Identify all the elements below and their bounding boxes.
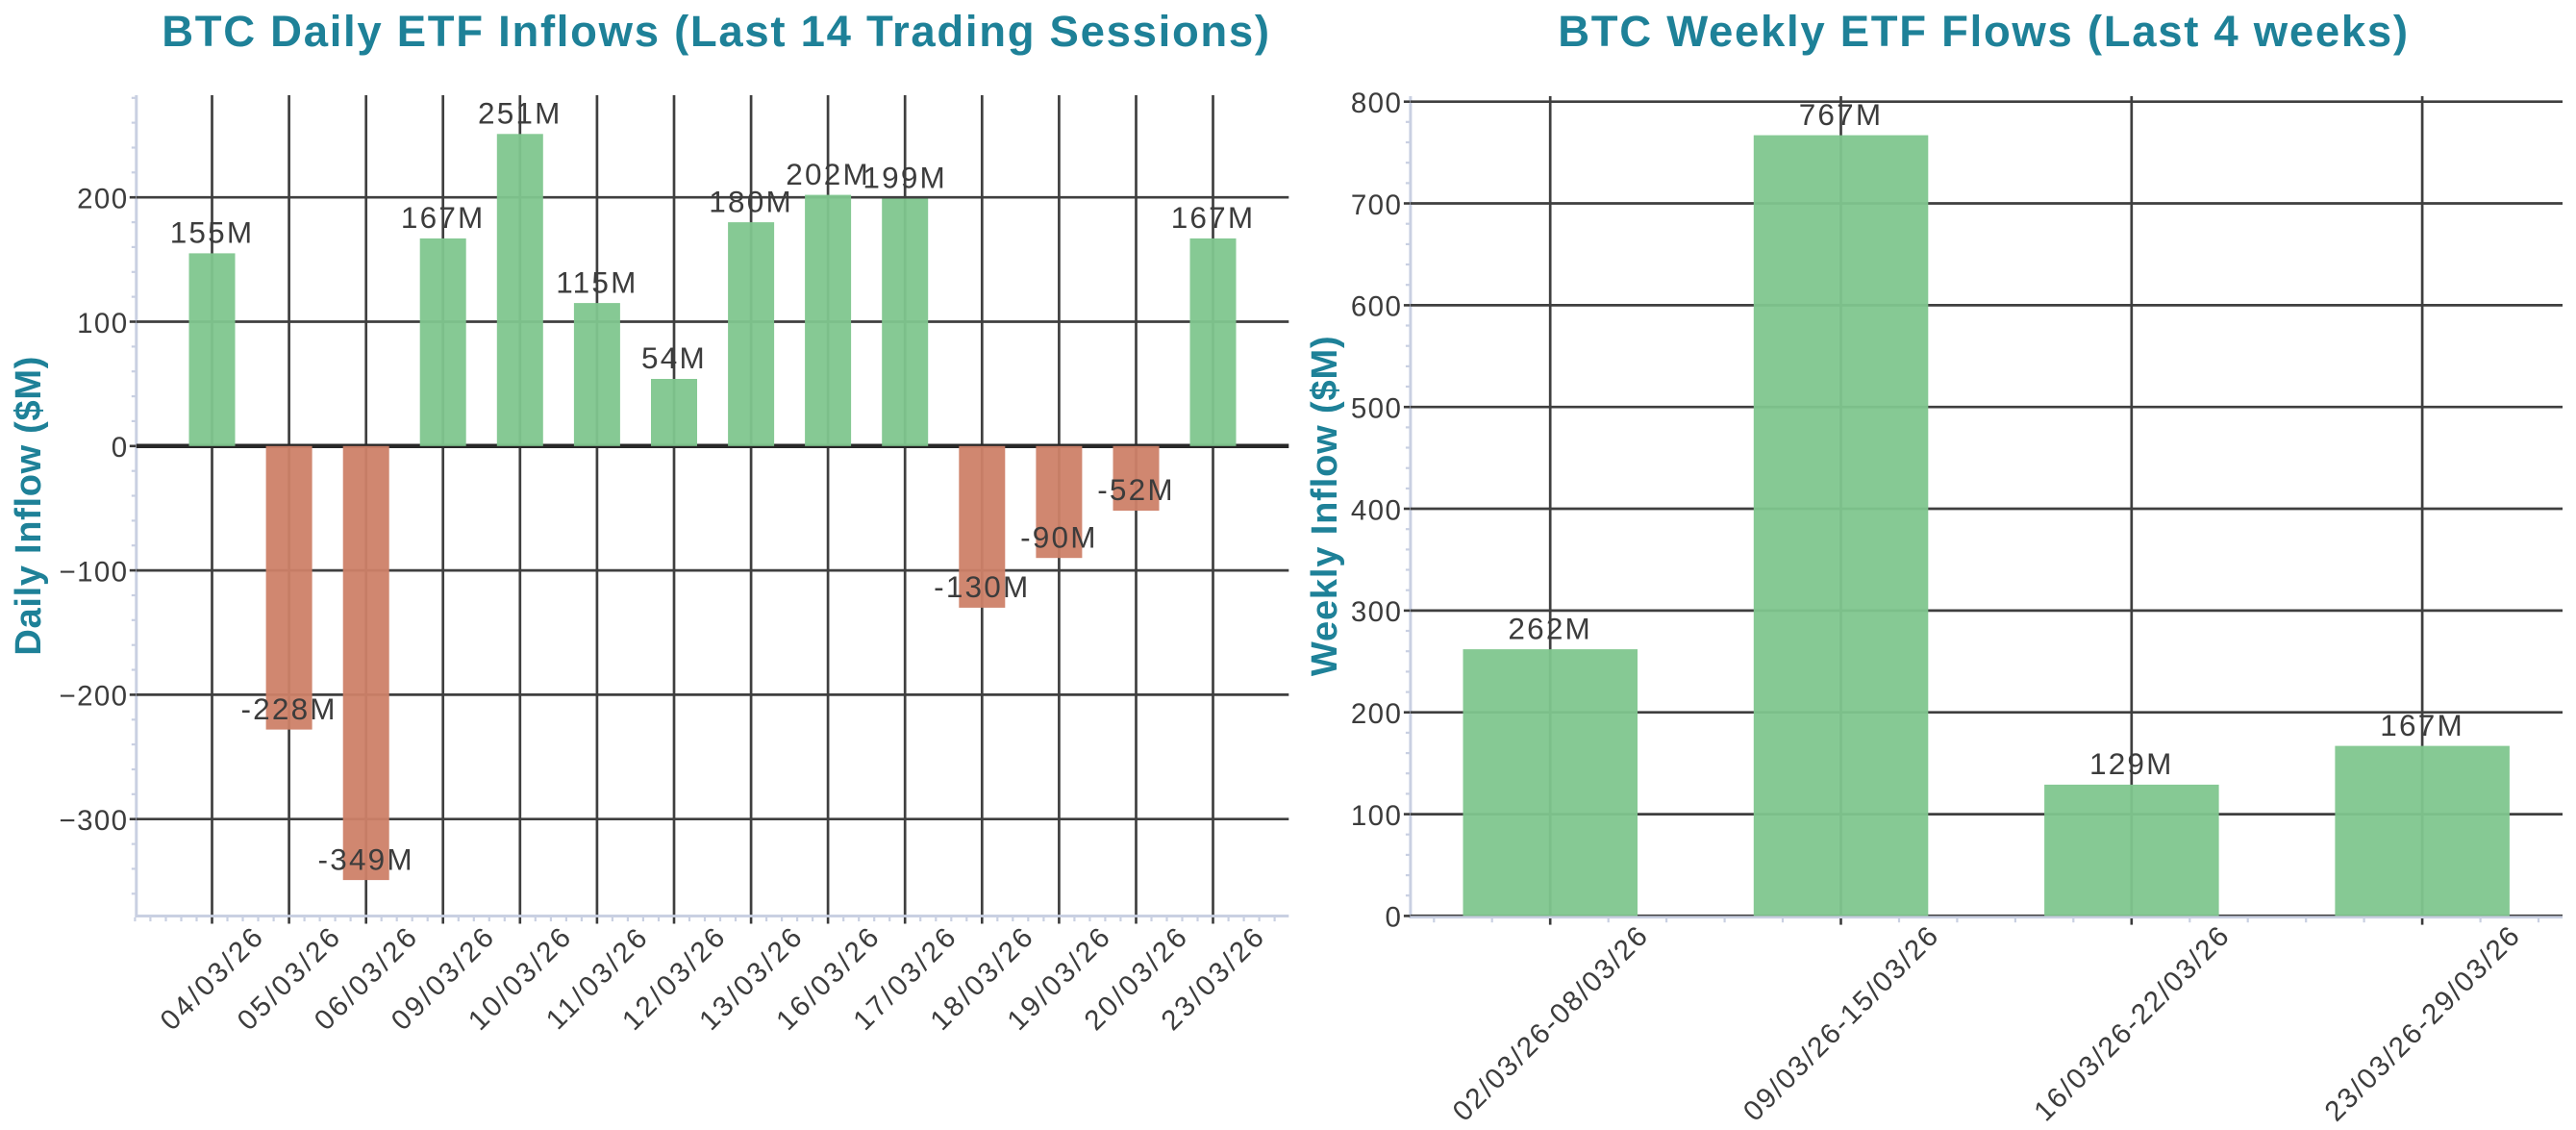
svg-text:-90M: -90M <box>1020 519 1098 554</box>
svg-text:0: 0 <box>112 432 129 464</box>
svg-text:262M: 262M <box>1508 611 1592 645</box>
svg-text:−200: −200 <box>59 681 128 713</box>
svg-text:400: 400 <box>1351 494 1402 526</box>
svg-text:09/03/26-15/03/26: 09/03/26-15/03/26 <box>1738 919 1946 1128</box>
svg-text:16/03/26-22/03/26: 16/03/26-22/03/26 <box>2028 919 2237 1128</box>
svg-text:800: 800 <box>1351 88 1402 119</box>
svg-text:129M: 129M <box>2089 746 2174 781</box>
svg-text:167M: 167M <box>1171 200 1256 235</box>
svg-text:180M: 180M <box>709 184 793 218</box>
svg-text:-228M: -228M <box>240 691 337 726</box>
svg-text:100: 100 <box>1351 800 1402 832</box>
svg-text:199M: 199M <box>863 161 947 195</box>
svg-text:700: 700 <box>1351 189 1402 221</box>
svg-text:-130M: -130M <box>934 569 1030 604</box>
svg-text:500: 500 <box>1351 393 1402 425</box>
svg-text:200: 200 <box>1351 698 1402 730</box>
svg-text:202M: 202M <box>786 157 870 191</box>
svg-text:251M: 251M <box>478 96 563 131</box>
svg-text:BTC Daily ETF Inflows (Last 14: BTC Daily ETF Inflows (Last 14 Trading S… <box>162 7 1271 56</box>
svg-text:54M: 54M <box>641 340 707 375</box>
svg-text:767M: 767M <box>1799 97 1884 132</box>
svg-text:167M: 167M <box>401 200 486 235</box>
svg-text:115M: 115M <box>556 264 638 299</box>
svg-text:0: 0 <box>1385 902 1402 934</box>
svg-text:-52M: -52M <box>1097 472 1175 507</box>
svg-text:Weekly Inflow ($M): Weekly Inflow ($M) <box>1305 336 1345 677</box>
svg-text:−100: −100 <box>59 556 128 588</box>
svg-text:300: 300 <box>1351 596 1402 628</box>
svg-text:23/03/26-29/03/26: 23/03/26-29/03/26 <box>2318 919 2527 1128</box>
svg-text:02/03/26-08/03/26: 02/03/26-08/03/26 <box>1446 919 1655 1128</box>
svg-text:100: 100 <box>77 308 128 339</box>
svg-text:−300: −300 <box>59 805 128 837</box>
svg-text:BTC Weekly ETF Flows (Last 4 w: BTC Weekly ETF Flows (Last 4 weeks) <box>1558 7 2409 56</box>
svg-text:155M: 155M <box>170 215 255 250</box>
svg-text:167M: 167M <box>2380 708 2464 742</box>
svg-text:600: 600 <box>1351 291 1402 323</box>
svg-text:Daily Inflow ($M): Daily Inflow ($M) <box>9 356 49 656</box>
svg-text:200: 200 <box>77 184 128 215</box>
svg-text:-349M: -349M <box>318 841 414 876</box>
